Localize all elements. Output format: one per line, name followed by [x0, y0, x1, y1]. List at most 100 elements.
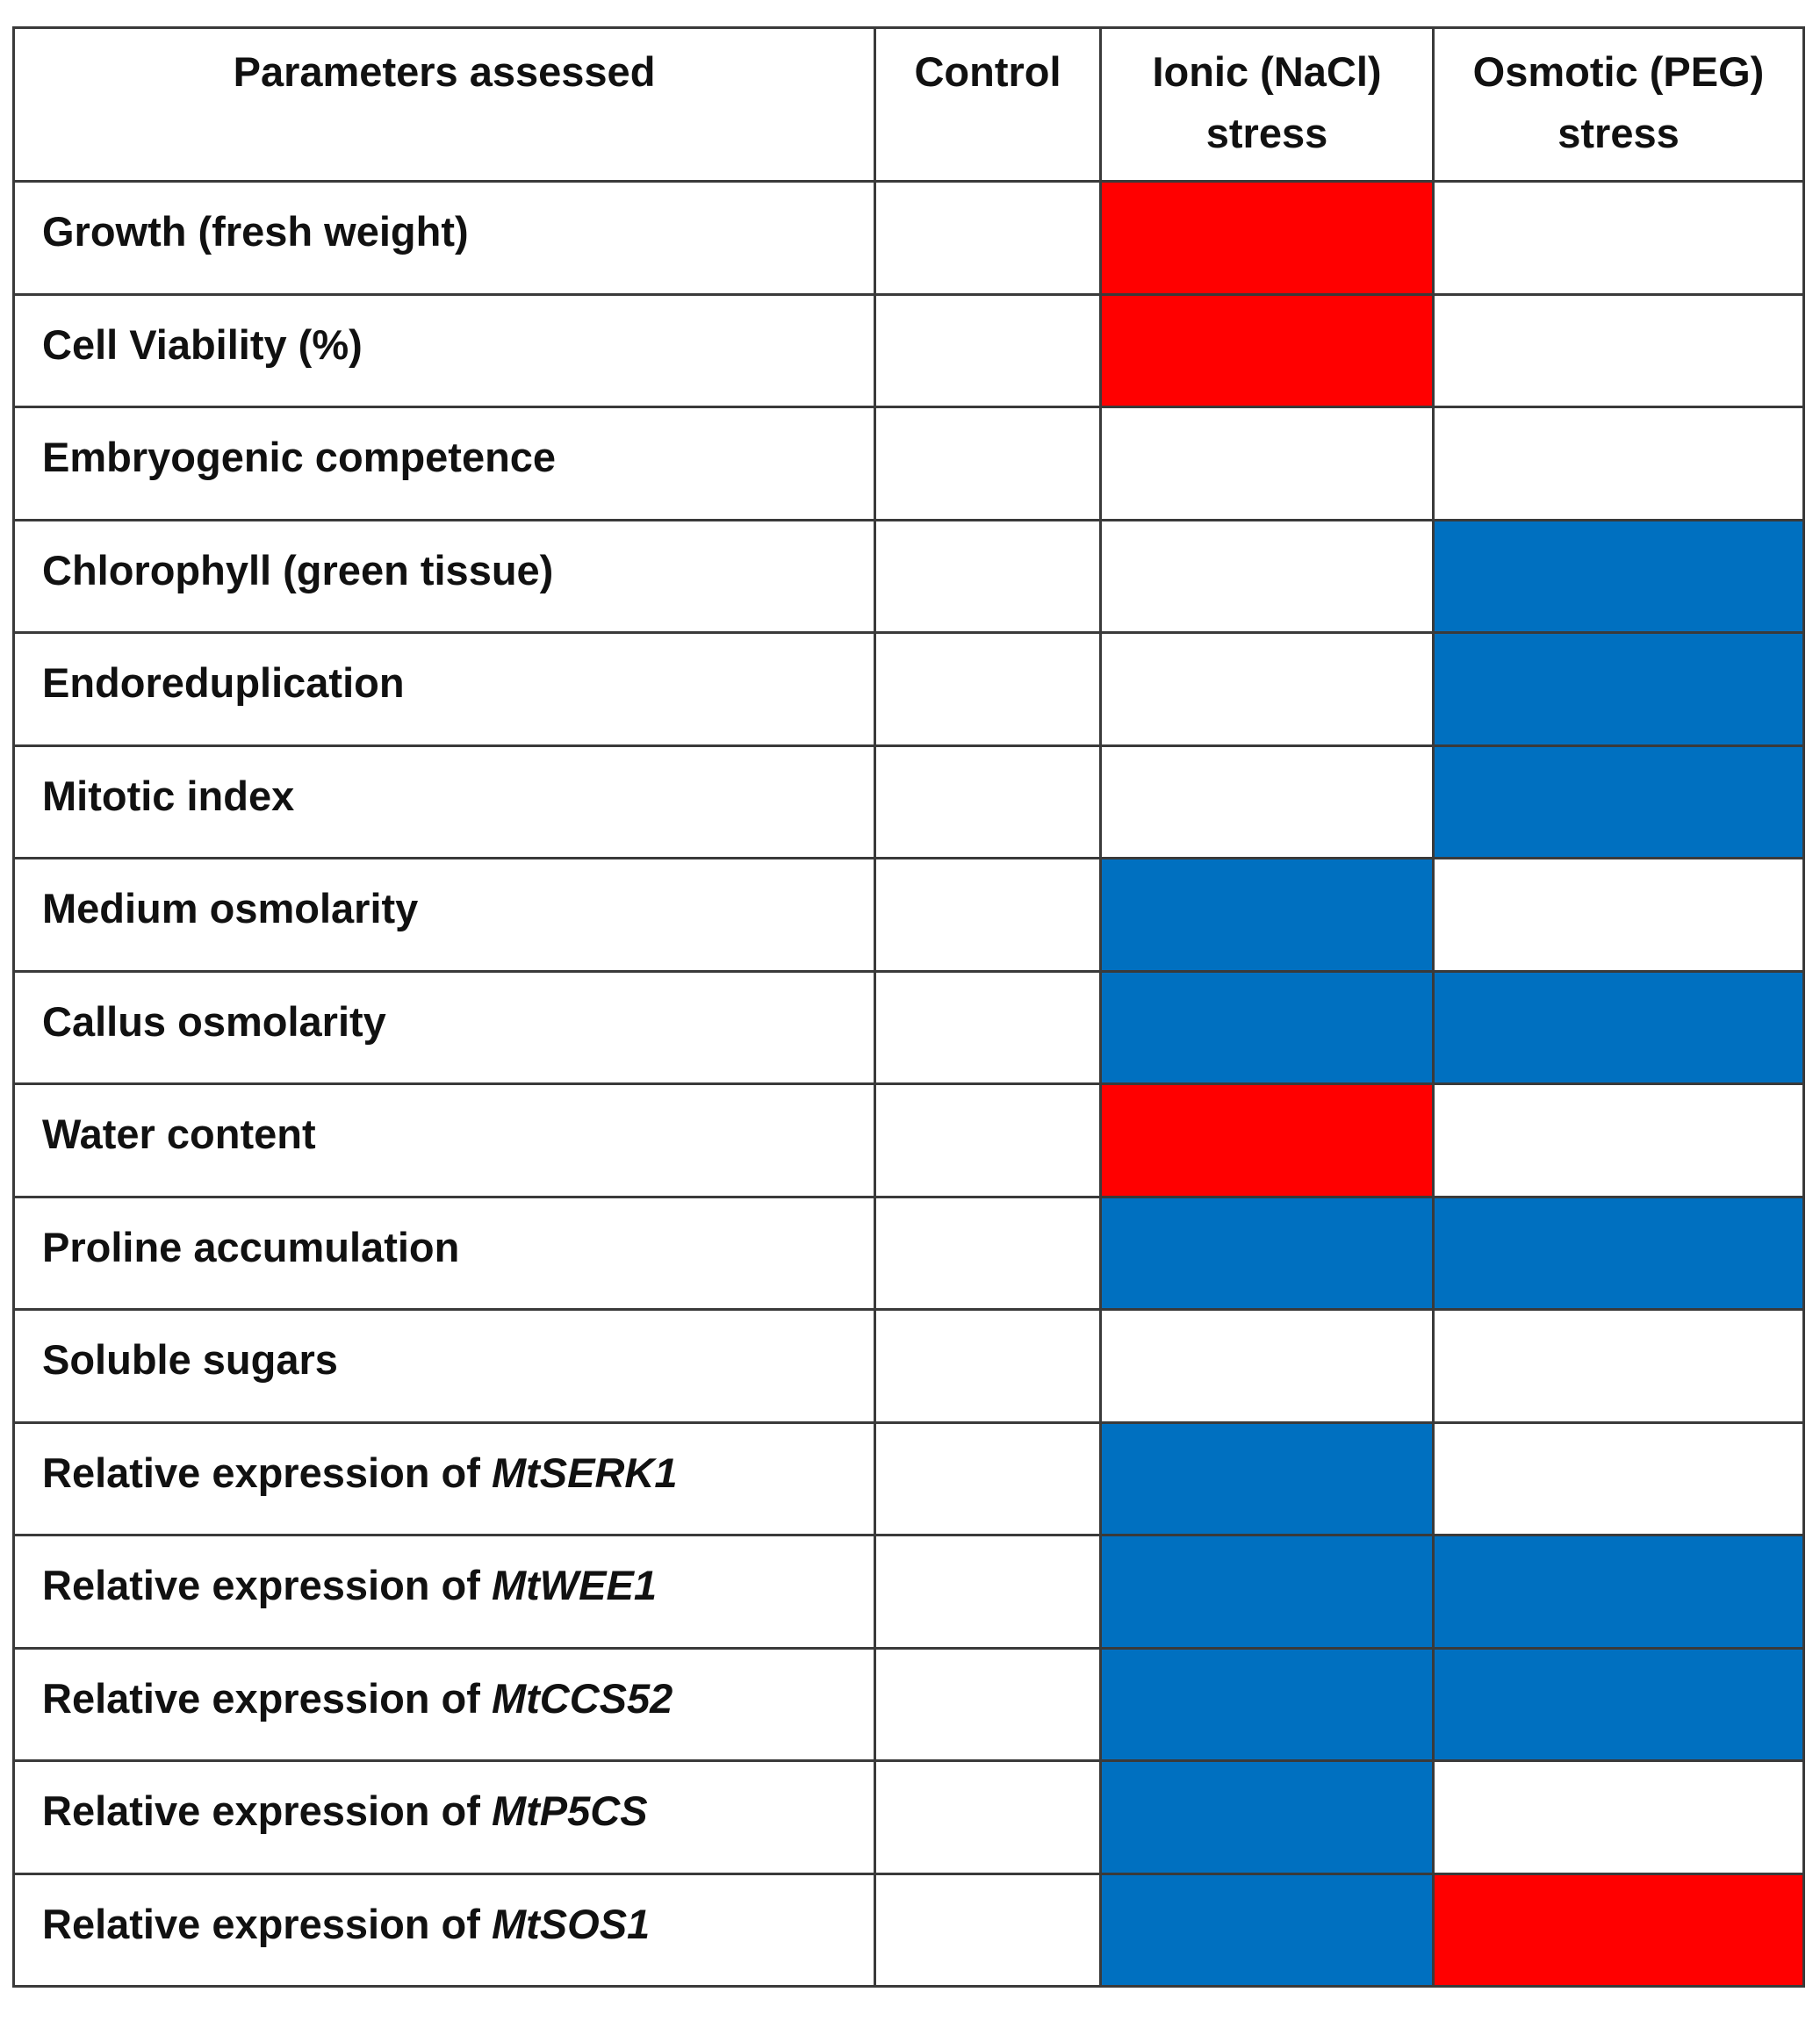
osmotic-effect-cell	[1432, 969, 1805, 1085]
table-row: Mitotic index	[12, 744, 1805, 859]
header-ionic-stress: Ionic (NaCl) stress	[1099, 26, 1435, 183]
osmotic-effect-cell	[1432, 1082, 1805, 1198]
parameter-cell: Cell Viability (%)	[12, 292, 876, 408]
parameter-cell: Chlorophyll (green tissue)	[12, 518, 876, 634]
osmotic-effect-cell	[1432, 1646, 1805, 1762]
control-effect-cell	[874, 744, 1102, 859]
control-effect-cell	[874, 631, 1102, 747]
parameter-label: Chlorophyll (green tissue)	[42, 546, 554, 593]
osmotic-effect-cell	[1432, 518, 1805, 634]
parameter-label: Relative expression of	[42, 1449, 492, 1496]
parameter-label: Callus osmolarity	[42, 997, 386, 1045]
ionic-effect-cell	[1099, 969, 1435, 1085]
osmotic-effect-cell	[1432, 406, 1805, 521]
ionic-effect-cell	[1099, 292, 1435, 408]
ionic-effect-cell	[1099, 1534, 1435, 1650]
ionic-effect-cell	[1099, 1082, 1435, 1198]
parameter-cell: Relative expression of MtWEE1	[12, 1534, 876, 1650]
stress-response-table: Parameters assessed Control Ionic (NaCl)…	[12, 26, 1805, 1988]
control-effect-cell	[874, 969, 1102, 1085]
ionic-effect-cell	[1099, 631, 1435, 747]
ionic-effect-cell	[1099, 1420, 1435, 1536]
gene-name: MtSERK1	[491, 1449, 678, 1496]
parameter-cell: Relative expression of MtSERK1	[12, 1420, 876, 1536]
osmotic-effect-cell	[1432, 1195, 1805, 1311]
ionic-effect-cell	[1099, 406, 1435, 521]
control-effect-cell	[874, 180, 1102, 296]
table-row: Embryogenic competence	[12, 406, 1805, 521]
table-body: Growth (fresh weight) Cell Viability (%) E…	[12, 180, 1805, 1988]
osmotic-effect-cell	[1432, 292, 1805, 408]
header-parameters-assessed: Parameters assessed	[12, 26, 876, 183]
ionic-effect-cell	[1099, 857, 1435, 973]
parameter-cell: Mitotic index	[12, 744, 876, 859]
ionic-effect-cell	[1099, 1308, 1435, 1424]
header-osmotic-line2: stress	[1557, 110, 1680, 156]
parameter-cell: Callus osmolarity	[12, 969, 876, 1085]
control-effect-cell	[874, 518, 1102, 634]
control-effect-cell	[874, 1534, 1102, 1650]
parameter-label: Relative expression of	[42, 1562, 492, 1609]
table-row: Callus osmolarity	[12, 969, 1805, 1085]
osmotic-effect-cell	[1432, 1420, 1805, 1536]
table-row: Soluble sugars	[12, 1308, 1805, 1424]
control-effect-cell	[874, 857, 1102, 973]
header-control: Control	[874, 26, 1102, 183]
table-row: Relative expression of MtWEE1	[12, 1534, 1805, 1650]
table-row: Cell Viability (%)	[12, 292, 1805, 408]
header-ionic-line2: stress	[1205, 110, 1328, 156]
table-row: Water content	[12, 1082, 1805, 1198]
ionic-effect-cell	[1099, 1195, 1435, 1311]
osmotic-effect-cell	[1432, 180, 1805, 296]
parameter-cell: Endoreduplication	[12, 631, 876, 747]
table-row: Growth (fresh weight)	[12, 180, 1805, 296]
parameter-cell: Embryogenic competence	[12, 406, 876, 521]
osmotic-effect-cell	[1432, 857, 1805, 973]
parameter-label: Cell Viability (%)	[42, 320, 363, 368]
table-header: Parameters assessed Control Ionic (NaCl)…	[12, 26, 1805, 183]
parameter-cell: Relative expression of MtSOS1	[12, 1872, 876, 1988]
parameter-label: Growth (fresh weight)	[42, 208, 469, 255]
header-ionic-line1: Ionic (NaCl)	[1152, 48, 1382, 95]
parameter-label: Relative expression of	[42, 1674, 492, 1722]
header-osmotic-stress: Osmotic (PEG) stress	[1432, 26, 1805, 183]
control-effect-cell	[874, 1420, 1102, 1536]
header-row: Parameters assessed Control Ionic (NaCl)…	[12, 26, 1805, 183]
table-row: Relative expression of MtSERK1	[12, 1420, 1805, 1536]
table-row: Proline accumulation	[12, 1195, 1805, 1311]
parameter-label: Relative expression of	[42, 1787, 492, 1835]
parameter-label: Soluble sugars	[42, 1336, 338, 1384]
table-row: Endoreduplication	[12, 631, 1805, 747]
parameter-label: Endoreduplication	[42, 659, 405, 707]
ionic-effect-cell	[1099, 1872, 1435, 1988]
control-effect-cell	[874, 1082, 1102, 1198]
gene-name: MtP5CS	[491, 1787, 648, 1835]
parameter-cell: Soluble sugars	[12, 1308, 876, 1424]
ionic-effect-cell	[1099, 518, 1435, 634]
parameter-cell: Water content	[12, 1082, 876, 1198]
gene-name: MtCCS52	[491, 1674, 673, 1722]
parameter-cell: Proline accumulation	[12, 1195, 876, 1311]
header-osmotic-line1: Osmotic (PEG)	[1472, 48, 1765, 95]
control-effect-cell	[874, 1195, 1102, 1311]
osmotic-effect-cell	[1432, 1759, 1805, 1875]
header-parameters-label: Parameters assessed	[233, 48, 656, 95]
control-effect-cell	[874, 1308, 1102, 1424]
ionic-effect-cell	[1099, 1759, 1435, 1875]
parameter-label: Relative expression of	[42, 1900, 492, 1947]
table-row: Relative expression of MtP5CS	[12, 1759, 1805, 1875]
header-control-label: Control	[914, 48, 1061, 95]
control-effect-cell	[874, 1759, 1102, 1875]
table-row: Medium osmolarity	[12, 857, 1805, 973]
parameter-cell: Medium osmolarity	[12, 857, 876, 973]
table-row: Chlorophyll (green tissue)	[12, 518, 1805, 634]
parameter-label: Medium osmolarity	[42, 885, 419, 932]
ionic-effect-cell	[1099, 744, 1435, 859]
control-effect-cell	[874, 1646, 1102, 1762]
control-effect-cell	[874, 406, 1102, 521]
osmotic-effect-cell	[1432, 1534, 1805, 1650]
parameter-label: Proline accumulation	[42, 1223, 460, 1270]
osmotic-effect-cell	[1432, 1872, 1805, 1988]
osmotic-effect-cell	[1432, 744, 1805, 859]
ionic-effect-cell	[1099, 180, 1435, 296]
